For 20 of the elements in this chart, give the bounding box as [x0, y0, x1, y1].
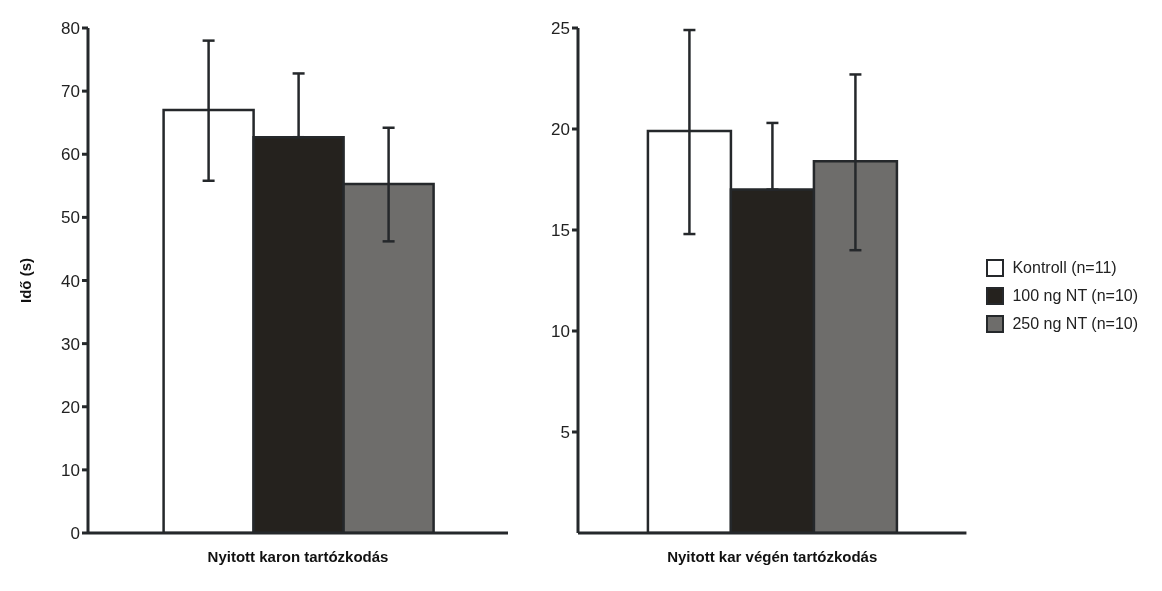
y-tick-label: 70 — [61, 82, 80, 102]
y-tick-label: 80 — [61, 19, 80, 39]
y-tick-label: 20 — [61, 397, 80, 417]
x-tick-label: Nyitott karon tartózkodás — [207, 547, 389, 565]
y-tick-label: 15 — [551, 221, 570, 241]
y-tick-label: 10 — [551, 322, 570, 342]
y-tick-label: 10 — [61, 460, 80, 480]
y-tick-label: 50 — [61, 208, 80, 228]
legend-label: 100 ng NT (n=10) — [1012, 286, 1138, 305]
legend-label: Kontroll (n=11) — [1012, 258, 1117, 277]
y-tick-label: 5 — [560, 423, 570, 443]
y-tick-label: 25 — [551, 19, 570, 39]
y-axis-title: Idő (s) — [17, 258, 35, 303]
x-tick-label: Nyitott kar végén tartózkodás — [667, 547, 878, 565]
y-tick-label: 30 — [61, 334, 80, 354]
y-tick-label: 40 — [61, 271, 80, 291]
y-tick-label: 60 — [61, 145, 80, 165]
legend-label: 250 ng NT (n=10) — [1012, 314, 1138, 333]
y-tick-label: 0 — [70, 524, 80, 544]
y-tick-label: 20 — [551, 120, 570, 140]
